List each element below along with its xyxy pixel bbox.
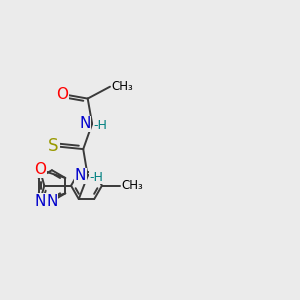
Text: S: S: [48, 137, 59, 155]
Text: -H: -H: [94, 119, 107, 132]
Text: N: N: [46, 194, 58, 208]
Text: -H: -H: [89, 171, 103, 184]
Text: CH₃: CH₃: [112, 80, 133, 93]
Text: N: N: [75, 168, 86, 183]
Text: O: O: [56, 87, 68, 102]
Text: N: N: [34, 194, 46, 209]
Text: O: O: [34, 162, 46, 177]
Text: CH₃: CH₃: [121, 179, 143, 192]
Text: N: N: [79, 116, 91, 131]
